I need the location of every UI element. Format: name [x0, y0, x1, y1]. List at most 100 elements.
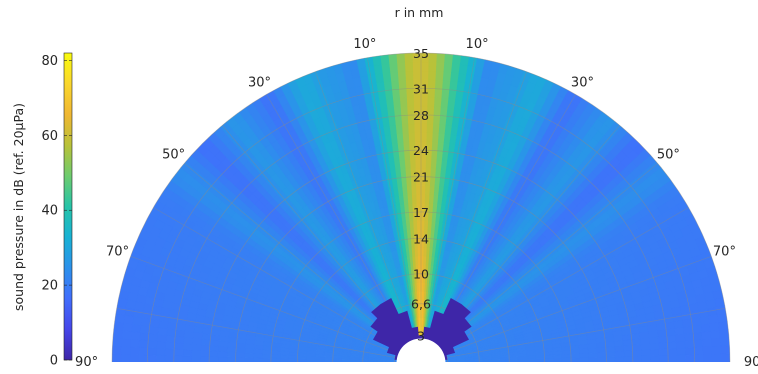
field-cell — [396, 132, 405, 143]
field-cell — [436, 53, 446, 64]
field-cell — [424, 193, 431, 204]
field-cell — [719, 337, 730, 347]
field-cell — [389, 62, 399, 73]
field-cell — [120, 345, 131, 355]
field-cell — [420, 132, 428, 142]
field-cell — [517, 358, 528, 362]
field-cell — [526, 358, 537, 362]
field-cell — [452, 54, 462, 65]
field-cell — [579, 357, 590, 362]
field-cell — [386, 98, 395, 109]
field-cell — [388, 115, 397, 127]
field-cell — [434, 88, 443, 99]
field-cell — [209, 345, 219, 352]
field-cell — [112, 337, 123, 347]
colorbar-ticks: 0 20 40 60 80 — [41, 54, 72, 369]
field-cell — [690, 317, 702, 327]
angle-tick-label-left: 70° — [106, 245, 129, 260]
field-cell — [535, 358, 545, 362]
field-cell — [658, 355, 669, 362]
field-cell — [657, 335, 668, 344]
field-cell — [199, 355, 210, 362]
field-cell — [173, 348, 184, 357]
colorbar-tick-label: 20 — [41, 279, 58, 294]
field-cell — [397, 141, 405, 152]
field-cell — [667, 341, 677, 350]
radial-axis-label: r in mm — [395, 5, 444, 20]
field-cell — [398, 79, 407, 90]
field-cell — [692, 332, 703, 341]
field-cell — [674, 327, 685, 336]
field-cell — [404, 158, 412, 169]
field-cell — [279, 357, 289, 362]
field-cell — [570, 357, 581, 362]
field-cell — [597, 356, 607, 362]
field-cell — [226, 351, 237, 358]
field-cell — [414, 123, 422, 133]
field-cell — [667, 348, 678, 356]
radial-tick-label: 17 — [413, 205, 429, 220]
field-cell — [699, 316, 711, 326]
field-cell — [113, 321, 124, 331]
field-cell — [442, 80, 451, 91]
field-cell — [427, 88, 436, 98]
field-cell — [649, 349, 660, 357]
field-cell — [200, 350, 210, 357]
field-cell — [130, 331, 141, 341]
angle-tick-label-right: 50° — [657, 147, 680, 162]
colorbar-tick-label: 0 — [50, 354, 58, 369]
field-cell — [447, 360, 457, 362]
field-cell — [442, 71, 452, 82]
field-cell — [410, 158, 417, 169]
field-cell — [270, 357, 281, 362]
field-cell — [138, 346, 149, 356]
field-cell — [544, 358, 554, 362]
field-cell — [381, 63, 391, 74]
field-cell — [579, 348, 589, 354]
field-cell — [392, 88, 401, 99]
field-cell — [431, 150, 438, 160]
field-cell — [685, 354, 695, 362]
field-cell — [397, 70, 407, 81]
field-cell — [455, 360, 466, 362]
field-cell — [434, 97, 443, 108]
field-cell — [413, 70, 422, 80]
field-cell — [711, 345, 722, 355]
field-cell — [226, 356, 236, 362]
field-cell — [388, 53, 398, 64]
field-cell — [288, 358, 298, 362]
field-cell — [432, 132, 440, 143]
field-cell — [382, 71, 392, 83]
field-cell — [235, 351, 245, 358]
field-cell — [720, 353, 730, 362]
field-cell — [640, 337, 651, 346]
field-cell — [720, 345, 730, 355]
field-cell — [427, 79, 437, 90]
angle-tick-label-right: 30° — [571, 75, 594, 90]
radial-tick-label: 28 — [413, 108, 429, 123]
field-cell — [606, 356, 616, 362]
field-cell — [406, 176, 413, 187]
field-cell — [147, 340, 158, 349]
field-cell — [407, 194, 413, 204]
radial-tick-label: 14 — [413, 231, 429, 246]
field-cell — [401, 123, 410, 134]
field-cell — [440, 106, 449, 117]
field-cell — [112, 353, 122, 362]
field-cell — [417, 255, 422, 266]
radial-tick-label: 3 — [417, 329, 425, 344]
field-cell — [710, 330, 721, 340]
field-cell — [392, 97, 402, 108]
field-cell — [129, 354, 139, 362]
field-cell — [411, 185, 417, 195]
field-cell — [435, 79, 444, 90]
field-cell — [588, 357, 598, 362]
field-cell — [390, 71, 400, 82]
field-cell — [658, 348, 669, 357]
field-cell — [667, 354, 678, 362]
angle-tick-label-right: 70° — [713, 245, 736, 260]
field-cell — [622, 339, 633, 347]
field-cell — [587, 347, 598, 354]
field-cell — [431, 141, 439, 152]
